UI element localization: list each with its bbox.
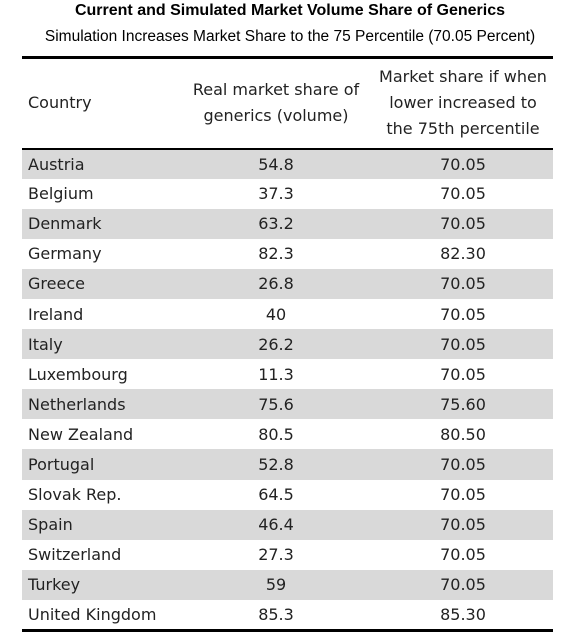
header-line: Market share if when xyxy=(379,67,547,87)
table-row: Portugal 52.8 70.05 xyxy=(22,449,553,480)
column-header: Market share if when lower increased to th… xyxy=(373,58,553,149)
table-row: Belgium 37.3 70.05 xyxy=(22,179,553,209)
value-cell: 70.05 xyxy=(440,364,486,384)
value-cell: 63.2 xyxy=(258,214,294,234)
country-cell: Italy xyxy=(28,334,63,354)
value-cell: 80.50 xyxy=(440,424,486,444)
table-row: New Zealand 80.5 80.50 xyxy=(22,419,553,449)
value-cell: 70.05 xyxy=(440,454,486,474)
country-cell: New Zealand xyxy=(28,424,134,444)
table-row: Netherlands 75.6 75.60 xyxy=(22,389,553,420)
value-cell: 70.05 xyxy=(440,304,486,324)
country-cell: Luxembourg xyxy=(28,364,128,384)
value-cell: 64.5 xyxy=(258,485,294,505)
header-line: Real market share of xyxy=(192,80,360,100)
header-row: Country Real market share of generics (vol… xyxy=(22,57,553,149)
value-cell: 70.05 xyxy=(440,515,486,535)
table-body: Austria 54.8 70.05 Belgium 37.3 70.05 Denmark 6… xyxy=(22,148,553,630)
header-line: lower increased to xyxy=(389,93,537,113)
table-row: Italy 26.2 70.05 xyxy=(22,329,553,360)
table-row: Denmark 63.2 70.05 xyxy=(22,208,553,239)
country-cell: Turkey xyxy=(28,575,81,595)
country-cell: Belgium xyxy=(28,184,94,204)
country-cell: Spain xyxy=(28,515,73,535)
value-cell: 70.05 xyxy=(440,184,486,204)
table-row: Luxembourg 11.3 70.05 xyxy=(22,359,553,389)
country-cell: Netherlands xyxy=(28,394,126,414)
country-cell: Germany xyxy=(28,244,102,264)
column-header: Country xyxy=(22,58,179,149)
table-row: Germany 82.3 82.30 xyxy=(22,239,553,269)
table-row: Austria 54.8 70.05 xyxy=(22,148,553,179)
value-cell: 59 xyxy=(265,575,287,595)
value-cell: 82.30 xyxy=(440,244,486,264)
value-cell: 70.05 xyxy=(440,545,486,565)
country-cell: Ireland xyxy=(28,304,84,324)
column-header: Real market share of generics (volume) xyxy=(179,58,373,149)
value-cell: 40 xyxy=(265,304,287,324)
value-cell: 70.05 xyxy=(440,575,486,595)
header-line: Country xyxy=(28,93,92,113)
header-line: the 75th percentile xyxy=(386,119,540,139)
value-cell: 70.05 xyxy=(440,334,486,354)
value-cell: 82.3 xyxy=(258,244,294,264)
country-cell: United Kingdom xyxy=(28,604,157,624)
value-cell: 75.60 xyxy=(440,394,486,414)
country-cell: Portugal xyxy=(28,454,95,474)
value-cell: 37.3 xyxy=(258,184,294,204)
value-cell: 70.05 xyxy=(440,274,486,294)
table-row: Slovak Rep. 64.5 70.05 xyxy=(22,480,553,510)
value-cell: 11.3 xyxy=(258,364,294,384)
value-cell: 70.05 xyxy=(440,485,486,505)
table-row: United Kingdom 85.3 85.30 xyxy=(22,600,553,630)
value-cell: 54.8 xyxy=(258,154,294,174)
value-cell: 70.05 xyxy=(440,214,486,234)
country-cell: Greece xyxy=(28,274,85,294)
country-cell: Austria xyxy=(28,154,85,174)
value-cell: 80.5 xyxy=(258,424,294,444)
value-cell: 85.3 xyxy=(258,604,294,624)
value-cell: 26.8 xyxy=(258,274,294,294)
value-cell: 75.6 xyxy=(258,394,294,414)
country-cell: Denmark xyxy=(28,214,102,234)
subtitle: Simulation Increases Market Share to the… xyxy=(44,28,536,45)
table-row: Greece 26.8 70.05 xyxy=(22,268,553,299)
table-row: Ireland 40 70.05 xyxy=(22,299,553,329)
title: Current and Simulated Market Volume Shar… xyxy=(74,2,506,19)
table-row: Spain 46.4 70.05 xyxy=(22,509,553,540)
value-cell: 27.3 xyxy=(258,545,294,565)
value-cell: 26.2 xyxy=(258,334,294,354)
header-line: generics (volume) xyxy=(203,106,349,126)
table-row: Turkey 59 70.05 xyxy=(22,569,553,600)
value-cell: 85.30 xyxy=(440,604,486,624)
value-cell: 46.4 xyxy=(258,515,294,535)
table-row: Switzerland 27.3 70.05 xyxy=(22,540,553,570)
country-cell: Slovak Rep. xyxy=(28,485,122,505)
data-table: Country Real market share of generics (vol… xyxy=(22,56,553,632)
value-cell: 52.8 xyxy=(258,454,294,474)
country-cell: Switzerland xyxy=(28,545,122,565)
table-header: Country Real market share of generics (vol… xyxy=(22,57,553,149)
value-cell: 70.05 xyxy=(440,154,486,174)
